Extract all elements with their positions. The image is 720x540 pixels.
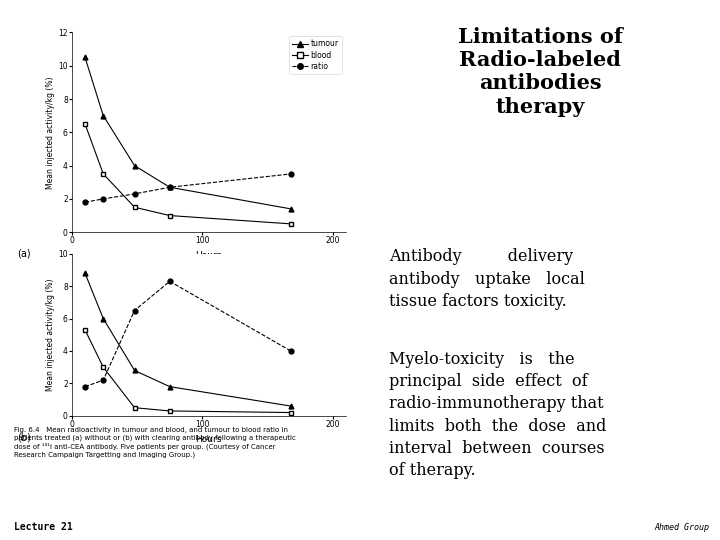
Text: (a): (a) — [17, 248, 31, 258]
X-axis label: Hours: Hours — [196, 251, 222, 260]
Y-axis label: Mean injected activity/kg (%): Mean injected activity/kg (%) — [46, 279, 55, 391]
Text: Ahmed Group: Ahmed Group — [654, 523, 709, 532]
Text: (b): (b) — [17, 432, 31, 442]
Legend: tumour, blood, ratio: tumour, blood, ratio — [289, 36, 342, 74]
Y-axis label: Mean injected activity/kg (%): Mean injected activity/kg (%) — [46, 76, 55, 188]
Text: Myelo-toxicity   is   the
principal  side  effect  of
radio-immunotherapy that
l: Myelo-toxicity is the principal side eff… — [389, 351, 606, 479]
X-axis label: Hours: Hours — [196, 435, 222, 443]
Text: Limitations of
Radio-labeled
antibodies
therapy: Limitations of Radio-labeled antibodies … — [458, 27, 622, 117]
Text: Antibody         delivery
antibody   uptake   local
tissue factors toxicity.: Antibody delivery antibody uptake local … — [389, 248, 585, 310]
Text: Lecture 21: Lecture 21 — [14, 522, 73, 532]
Text: Fig. 6.4   Mean radioactivity in tumour and blood, and tumour to blood ratio in
: Fig. 6.4 Mean radioactivity in tumour an… — [14, 427, 296, 458]
